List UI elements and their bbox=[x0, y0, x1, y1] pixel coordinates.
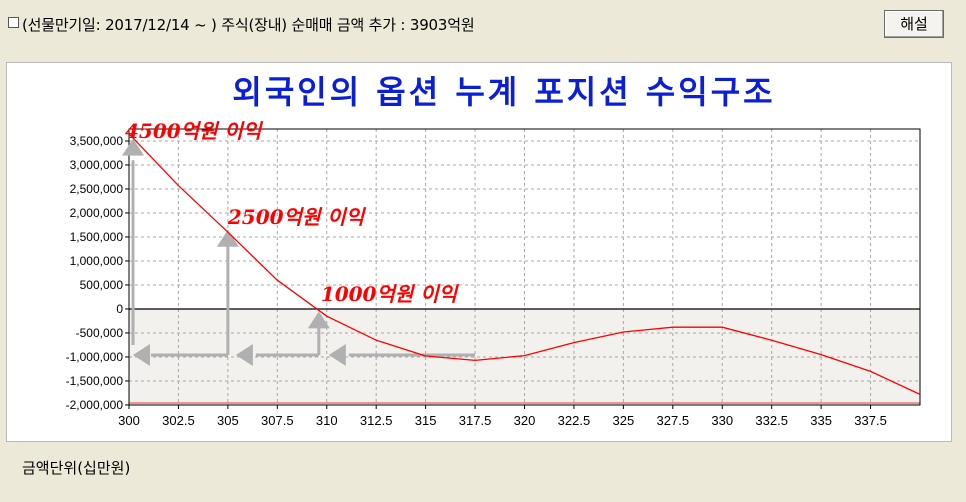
x-tick-label: 320 bbox=[514, 413, 536, 428]
payoff-chart: 외국인의 옵션 누계 포지션 수익구조 3,500,000 3,000,000 2,5… bbox=[66, 73, 921, 428]
top-bar: (선물만기일: 2017/12/14 ~ ) 주식(장내) 순매매 금액 추가 … bbox=[0, 0, 966, 50]
x-tick-label: 317.5 bbox=[459, 413, 492, 428]
x-tick-label: 305 bbox=[217, 413, 239, 428]
x-tick-label: 300 bbox=[118, 413, 140, 428]
chart-panel: 외국인의 옵션 누계 포지션 수익구조 3,500,000 3,000,000 2,5… bbox=[6, 62, 952, 442]
x-tick-label: 327.5 bbox=[657, 413, 690, 428]
y-tick-label: 1,000,000 bbox=[70, 254, 124, 268]
x-tick-label: 335 bbox=[810, 413, 832, 428]
arrow-head-up bbox=[216, 229, 239, 247]
profit-annotation: 1000억원 이익 bbox=[321, 282, 460, 306]
unit-label: 금액단위(십만원) bbox=[22, 459, 131, 477]
x-tick-label: 332.5 bbox=[755, 413, 788, 428]
y-tick-label: -1,500,000 bbox=[66, 374, 124, 388]
x-tick-label: 310 bbox=[316, 413, 338, 428]
help-button[interactable]: 해설 bbox=[884, 10, 944, 38]
arrow-head-left bbox=[328, 344, 346, 366]
y-tick-label: 0 bbox=[116, 302, 123, 316]
chart-title: 외국인의 옵션 누계 포지션 수익구조 bbox=[232, 73, 775, 111]
y-tick-label: -2,000,000 bbox=[66, 398, 124, 412]
y-tick-label: -1,000,000 bbox=[66, 350, 124, 364]
x-tick-label: 315 bbox=[415, 413, 437, 428]
y-tick-label: 2,500,000 bbox=[70, 182, 124, 196]
arrow-head-up bbox=[307, 311, 330, 329]
x-tick-label: 307.5 bbox=[261, 413, 294, 428]
y-tick-label: 3,500,000 bbox=[70, 134, 124, 148]
x-tick-label: 325 bbox=[613, 413, 635, 428]
y-tick-label: 2,000,000 bbox=[70, 206, 124, 220]
y-tick-label: -500,000 bbox=[76, 326, 124, 340]
y-tick-label: 1,500,000 bbox=[70, 230, 124, 244]
x-tick-label: 302.5 bbox=[162, 413, 195, 428]
arrow-head-up bbox=[122, 138, 144, 156]
x-tick-label: 330 bbox=[711, 413, 733, 428]
arrow-head-left bbox=[133, 344, 150, 366]
profit-annotation: 4500억원 이익 bbox=[125, 119, 264, 143]
x-tick-label: 312.5 bbox=[360, 413, 393, 428]
y-tick-label: 500,000 bbox=[80, 278, 124, 292]
checkbox-label: (선물만기일: 2017/12/14 ~ ) 주식(장내) 순매매 금액 추가 … bbox=[22, 16, 475, 34]
profit-annotation: 2500억원 이익 bbox=[227, 205, 367, 229]
arrow-head-left bbox=[235, 344, 253, 366]
y-tick-label: 3,000,000 bbox=[70, 158, 124, 172]
x-tick-label: 322.5 bbox=[558, 413, 591, 428]
x-tick-label: 337.5 bbox=[854, 413, 887, 428]
include-stock-checkbox[interactable] bbox=[8, 17, 19, 28]
payoff-line bbox=[128, 133, 921, 395]
